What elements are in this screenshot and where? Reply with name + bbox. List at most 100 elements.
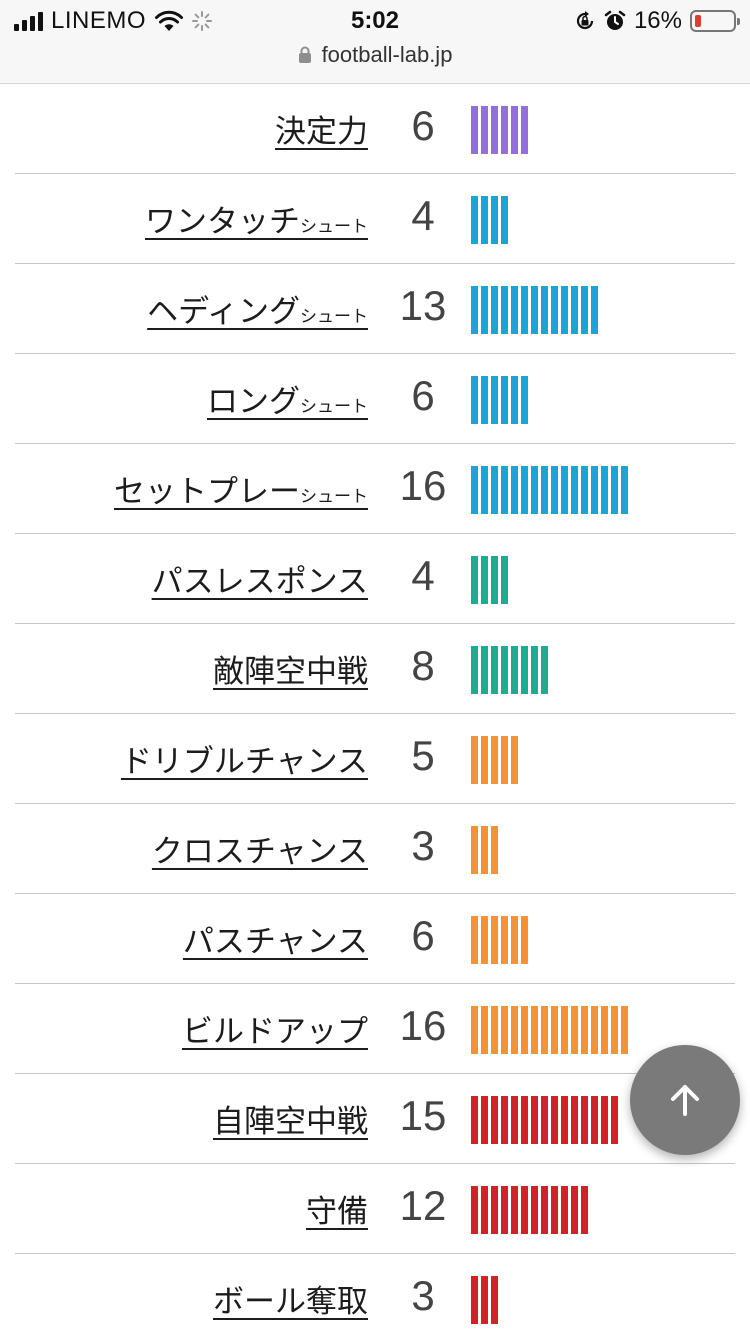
stat-bar-segment [571,1186,578,1234]
stat-bar-segment [551,1096,558,1144]
stat-bar-segment [571,1006,578,1054]
stat-bar-segment [531,286,538,334]
stat-bar-segment [471,196,478,244]
stat-value: 6 [411,372,435,419]
stat-bar-segment [511,286,518,334]
stat-bar-segment [471,826,478,874]
stat-bar-segment [611,1006,618,1054]
stat-value: 16 [399,462,447,509]
stat-bar-group [471,1006,628,1054]
stat-label-text: 守備 [306,1194,368,1230]
stat-row: ヘディングシュート 13 [15,264,735,354]
stat-bar-segment [551,466,558,514]
stat-label-link[interactable]: パスレスポンス [152,556,368,601]
arrow-up-icon [671,1085,699,1116]
stat-row: パスチャンス 6 [15,894,735,984]
stat-bar-segment [491,1096,498,1144]
stat-bar-segment [491,556,498,604]
stat-bar-group [471,286,598,334]
carrier-name: LINEMO [51,7,147,34]
stat-bar-segment [501,646,508,694]
stat-label-link[interactable]: クロスチャンス [152,826,368,871]
stat-bar-segment [521,1186,528,1234]
address-bar[interactable]: football-lab.jp [0,40,750,70]
stat-bar-segment [571,1096,578,1144]
alarm-icon [604,10,626,30]
stat-value: 4 [411,552,435,599]
url-text[interactable]: football-lab.jp [321,42,453,67]
stat-bar-segment [481,916,488,964]
stat-label-link[interactable]: セットプレーシュート [114,466,368,511]
stat-bar-segment [551,1006,558,1054]
stat-bar-segment [501,286,508,334]
stat-value: 4 [411,192,435,239]
stat-bar-segment [471,556,478,604]
stat-value: 3 [411,1272,435,1319]
stat-label-link[interactable]: 守備 [306,1186,368,1231]
stat-bar-segment [471,916,478,964]
stat-bar-segment [481,106,488,154]
stat-bar-segment [521,106,528,154]
stat-label-link[interactable]: 自陣空中戦 [213,1096,368,1141]
stat-value: 15 [399,1092,447,1139]
stat-bar-group [471,1186,588,1234]
stat-value: 12 [399,1182,447,1229]
stat-row: クロスチャンス 3 [15,804,735,894]
stat-bar-segment [521,916,528,964]
stat-bar-segment [471,106,478,154]
stat-bar-segment [581,1096,588,1144]
stat-label-text: パスレスポンス [151,564,368,600]
stat-label-text: ボール奪取 [213,1284,368,1320]
battery-level [695,15,701,27]
browser-top-bar: LINEMO 5:02 [0,0,750,84]
stat-bar-segment [571,286,578,334]
stat-label-text: ドリブルチャンス [120,744,368,780]
stat-bar-segment [541,1096,548,1144]
stat-label-text: ワンタッチ [145,204,300,240]
stat-label-link[interactable]: ドリブルチャンス [121,736,368,781]
stat-bar-segment [551,286,558,334]
stat-label-link[interactable]: ボール奪取 [213,1276,368,1321]
stat-bar-segment [581,286,588,334]
stat-bar-segment [581,1006,588,1054]
stat-bar-group [471,1096,618,1144]
stat-label-link[interactable]: ヘディングシュート [147,286,368,331]
stat-bar-segment [471,1276,478,1324]
stat-bar-segment [501,916,508,964]
scroll-to-top-button[interactable] [630,1045,740,1155]
stat-value: 8 [411,642,435,689]
stat-bar-segment [471,376,478,424]
stat-label-text: 自陣空中戦 [213,1104,368,1140]
stat-label-link[interactable]: パスチャンス [183,916,368,961]
stat-bar-segment [491,376,498,424]
stat-bar-group [471,916,528,964]
status-time: 5:02 [350,7,400,34]
stat-label-link[interactable]: ビルドアップ [182,1006,368,1051]
stat-bar-segment [491,916,498,964]
signal-strength-icon [14,11,43,31]
stat-bar-segment [471,466,478,514]
stat-bar-segment [471,736,478,784]
stat-bar-segment [501,466,508,514]
stat-bar-segment [561,286,568,334]
stat-bar-group [471,736,518,784]
stat-label-link[interactable]: 決定力 [275,106,368,151]
stat-bar-segment [581,1186,588,1234]
stat-bar-segment [561,1186,568,1234]
stat-bar-segment [621,466,628,514]
stat-label-suffix: シュート [300,397,368,417]
stat-bar-segment [481,286,488,334]
stat-label-link[interactable]: ロングシュート [207,376,368,421]
stat-label-link[interactable]: 敵陣空中戦 [213,646,368,691]
stat-value: 6 [411,102,435,149]
stat-label-link[interactable]: ワンタッチシュート [145,196,368,241]
stat-bar-segment [491,646,498,694]
stat-value: 13 [399,282,447,329]
stat-bar-segment [491,286,498,334]
stat-bar-segment [481,1276,488,1324]
stat-bar-segment [511,736,518,784]
stat-row: ロングシュート 6 [15,354,735,444]
stat-bar-segment [541,1006,548,1054]
stat-bar-segment [561,1096,568,1144]
stat-bar-segment [501,1006,508,1054]
